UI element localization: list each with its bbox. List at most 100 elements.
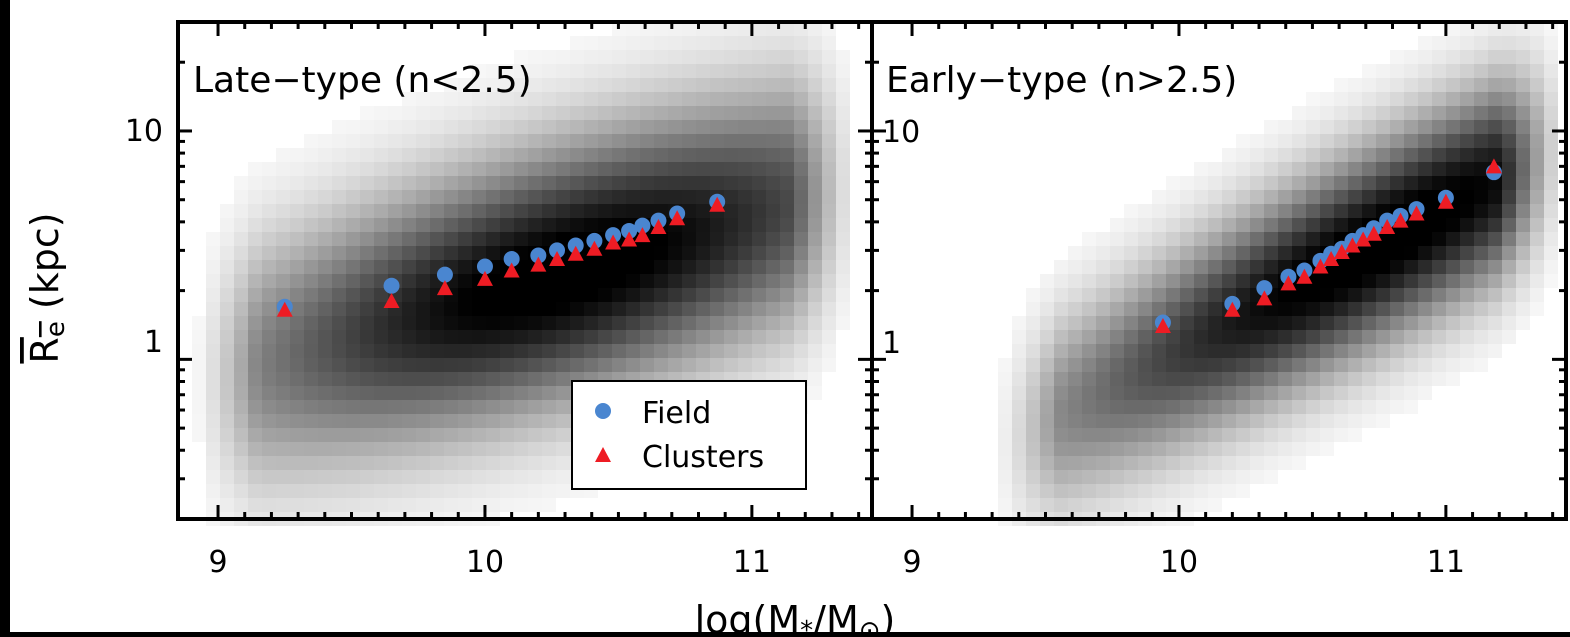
density-cell <box>1320 302 1334 316</box>
density-cell <box>234 190 248 204</box>
density-cell <box>640 330 654 344</box>
density-cell <box>514 78 528 92</box>
density-cell <box>1166 176 1180 190</box>
density-cell <box>416 246 430 260</box>
density-cell <box>1068 484 1082 498</box>
density-cell <box>780 330 794 344</box>
density-cell <box>416 204 430 218</box>
density-cell <box>472 78 486 92</box>
density-cell <box>724 64 738 78</box>
density-cell <box>514 148 528 162</box>
density-cell <box>1320 344 1334 358</box>
density-cell <box>1292 176 1306 190</box>
density-cell <box>374 414 388 428</box>
density-cell <box>528 232 542 246</box>
density-cell <box>1376 302 1390 316</box>
density-cell <box>1460 190 1474 204</box>
density-cell <box>1446 260 1460 274</box>
density-cell <box>1236 330 1250 344</box>
density-cell <box>1026 456 1040 470</box>
density-cell <box>542 330 556 344</box>
density-cell <box>710 106 724 120</box>
density-cell <box>234 274 248 288</box>
density-cell <box>1502 260 1516 274</box>
density-cell <box>724 260 738 274</box>
density-cell <box>808 302 822 316</box>
density-cell <box>822 120 836 134</box>
density-cell <box>1096 232 1110 246</box>
density-cell <box>346 484 360 498</box>
density-cell <box>1166 190 1180 204</box>
density-cell <box>360 386 374 400</box>
density-cell <box>220 204 234 218</box>
density-cell <box>1222 162 1236 176</box>
density-cell <box>248 358 262 372</box>
density-cell <box>682 274 696 288</box>
density-cell <box>808 78 822 92</box>
density-cell <box>1502 190 1516 204</box>
density-cell <box>290 204 304 218</box>
density-cell <box>556 456 570 470</box>
density-cell <box>598 330 612 344</box>
density-cell <box>682 78 696 92</box>
density-cell <box>822 176 836 190</box>
density-cell <box>402 218 416 232</box>
density-cell <box>234 232 248 246</box>
density-cell <box>332 134 346 148</box>
density-cell <box>710 134 724 148</box>
density-cell <box>1488 148 1502 162</box>
density-cell <box>1390 190 1404 204</box>
density-cell <box>570 344 584 358</box>
density-cell <box>234 372 248 386</box>
density-cell <box>836 120 850 134</box>
density-cell <box>1236 260 1250 274</box>
density-cell <box>1152 330 1166 344</box>
density-cell <box>374 106 388 120</box>
density-cell <box>304 232 318 246</box>
density-cell <box>556 274 570 288</box>
density-cell <box>248 288 262 302</box>
density-cell <box>724 274 738 288</box>
density-cell <box>1040 274 1054 288</box>
density-cell <box>430 386 444 400</box>
density-cell <box>822 50 836 64</box>
density-cell <box>402 134 416 148</box>
density-cell <box>682 176 696 190</box>
density-cell <box>1278 288 1292 302</box>
density-cell <box>1488 246 1502 260</box>
density-cell <box>1082 330 1096 344</box>
density-cell <box>598 36 612 50</box>
density-cell <box>1264 442 1278 456</box>
density-cell <box>1040 386 1054 400</box>
density-cell <box>416 288 430 302</box>
density-cell <box>206 330 220 344</box>
density-cell <box>998 372 1012 386</box>
density-cell <box>304 316 318 330</box>
density-cell <box>1096 386 1110 400</box>
density-cell <box>1082 274 1096 288</box>
density-cell <box>1404 162 1418 176</box>
density-cell <box>1138 358 1152 372</box>
density-cell <box>682 358 696 372</box>
density-cell <box>304 470 318 484</box>
density-cell <box>262 176 276 190</box>
density-cell <box>248 204 262 218</box>
density-cell <box>780 358 794 372</box>
density-cell <box>1376 148 1390 162</box>
density-cell <box>430 358 444 372</box>
density-cell <box>206 358 220 372</box>
density-cell <box>654 36 668 50</box>
density-cell <box>360 358 374 372</box>
density-cell <box>654 302 668 316</box>
density-cell <box>766 78 780 92</box>
density-cell <box>1306 428 1320 442</box>
field-point <box>621 222 638 239</box>
density-cell <box>710 330 724 344</box>
density-cell <box>738 204 752 218</box>
density-cell <box>360 442 374 456</box>
density-cell <box>1096 260 1110 274</box>
density-cell <box>766 148 780 162</box>
density-cell <box>1264 246 1278 260</box>
field-point <box>383 277 400 294</box>
density-cell <box>290 316 304 330</box>
